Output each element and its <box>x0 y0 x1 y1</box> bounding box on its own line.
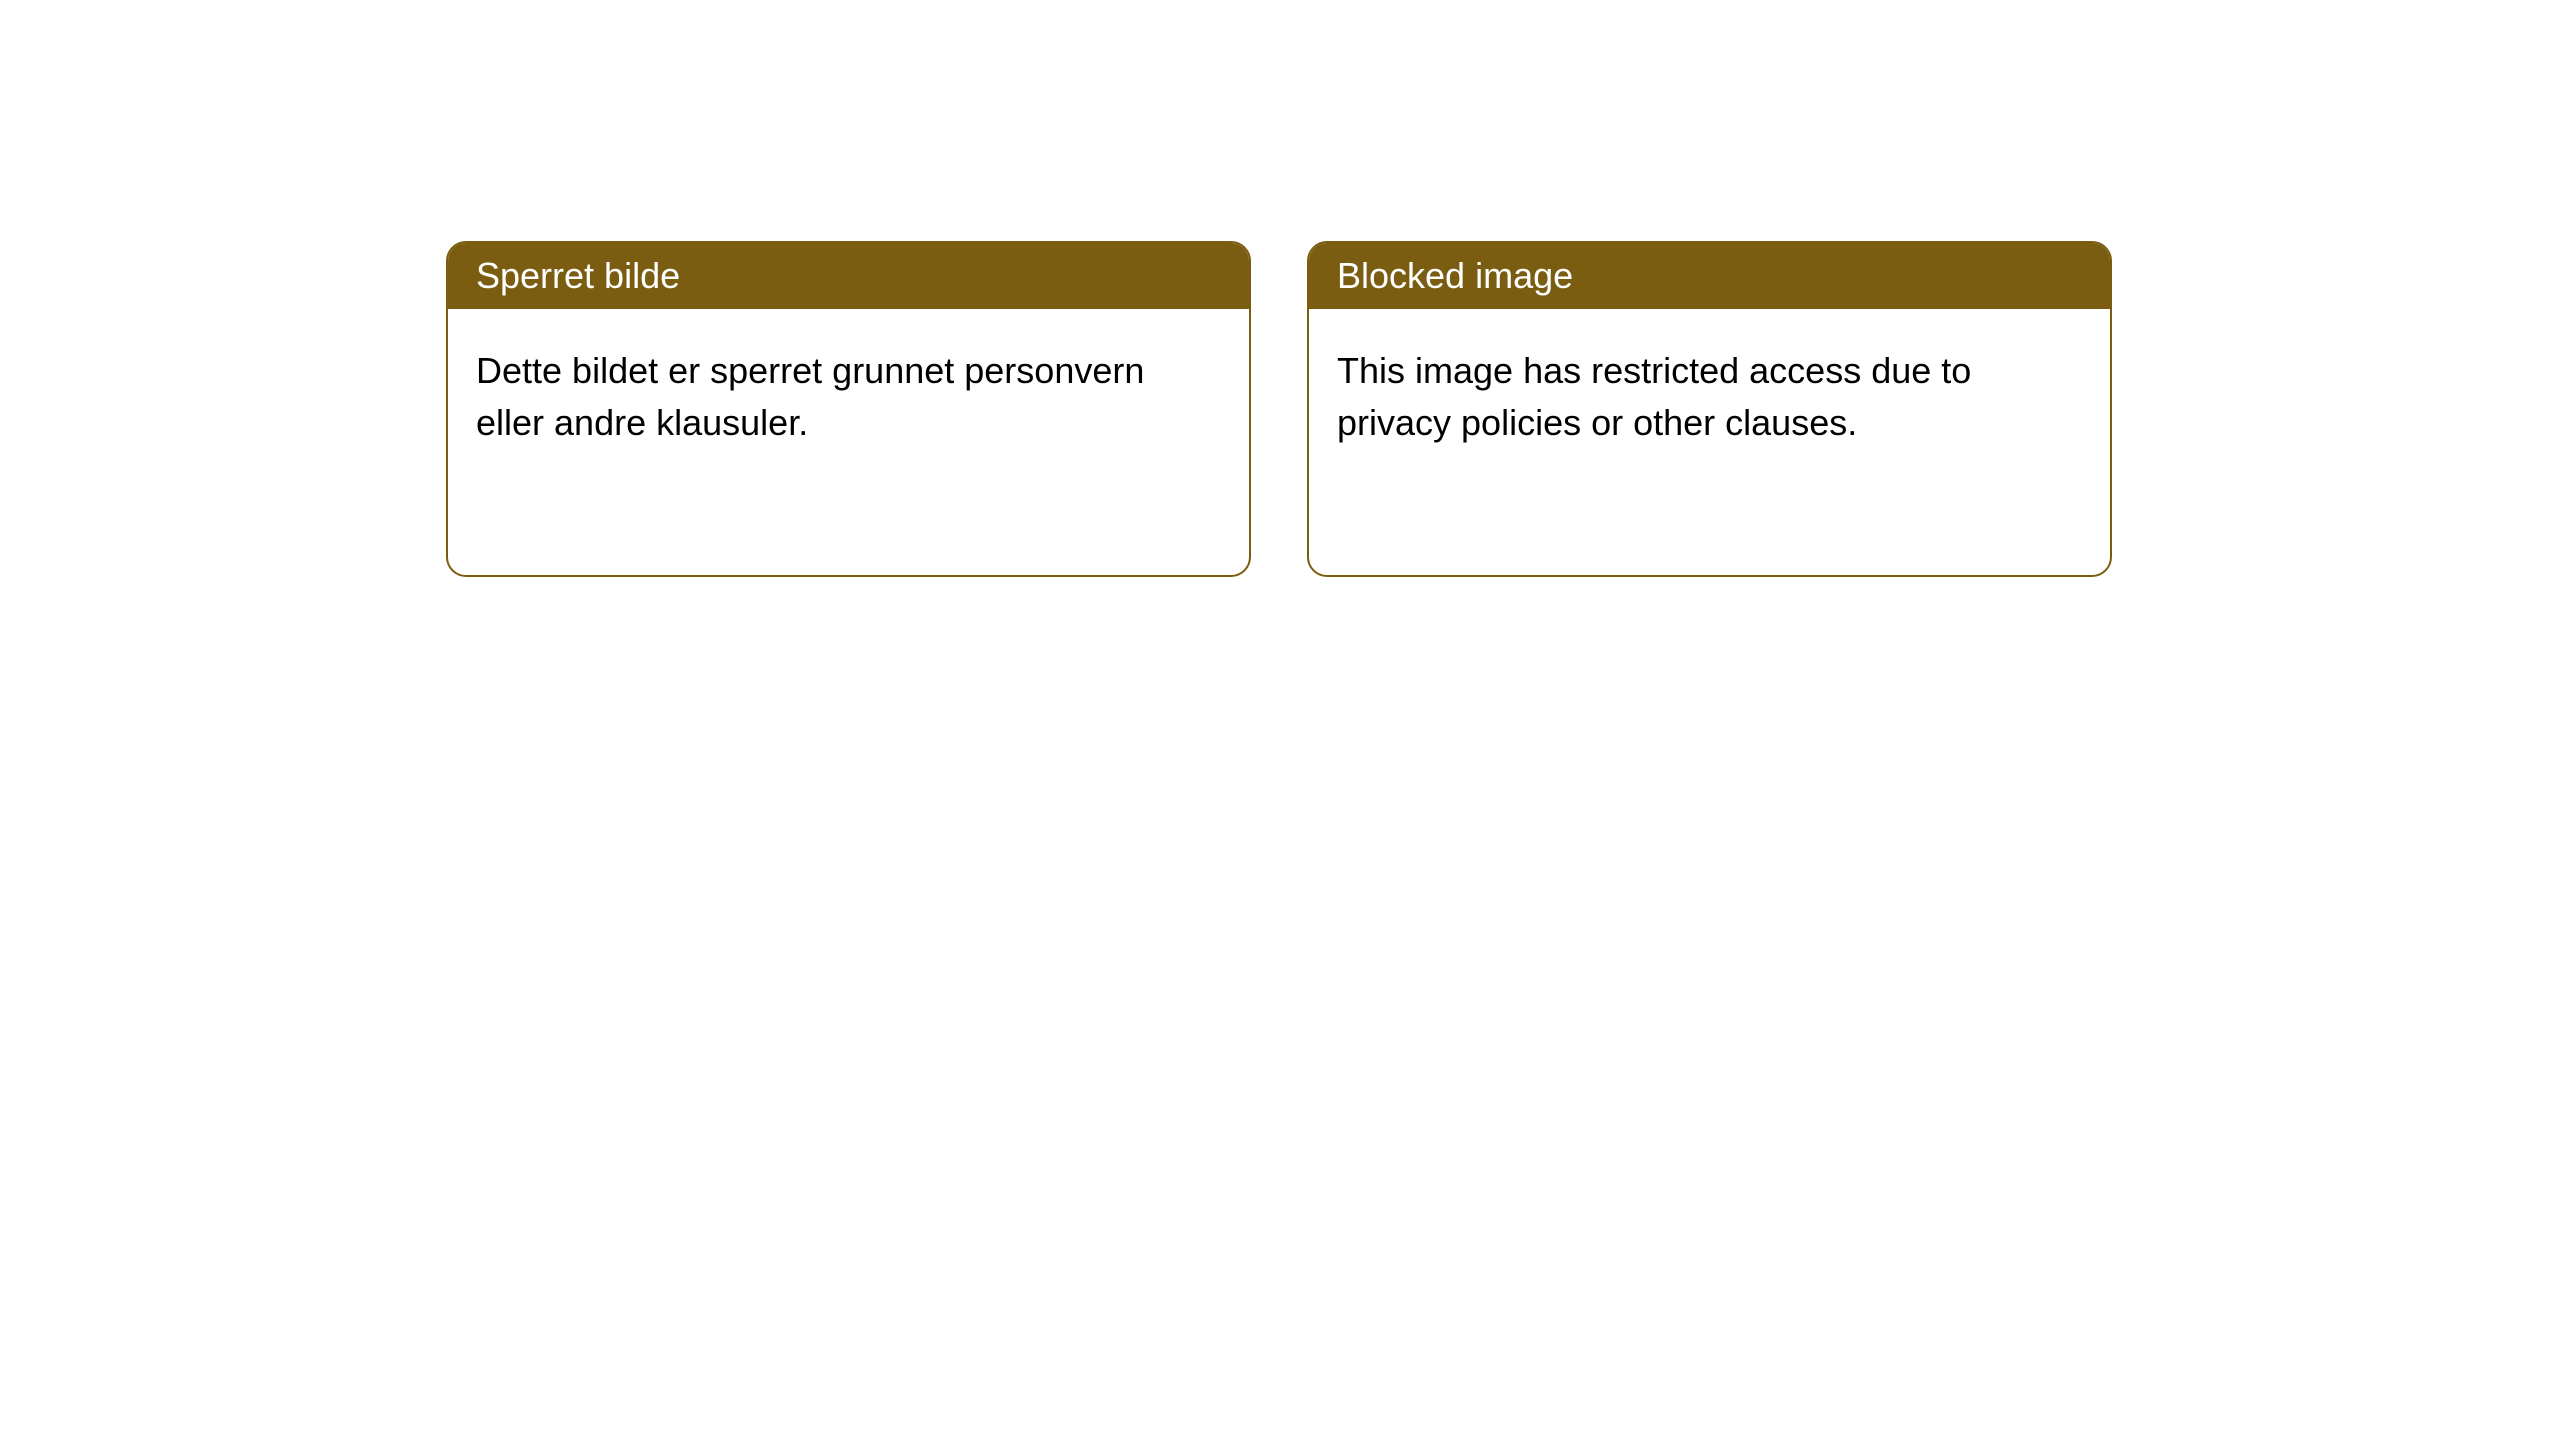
notice-body: This image has restricted access due to … <box>1309 309 2110 485</box>
notice-box-english: Blocked image This image has restricted … <box>1307 241 2112 577</box>
notice-header: Blocked image <box>1309 243 2110 309</box>
notice-header-text: Sperret bilde <box>476 255 680 296</box>
notice-header-text: Blocked image <box>1337 255 1573 296</box>
notices-container: Sperret bilde Dette bildet er sperret gr… <box>0 0 2560 577</box>
notice-header: Sperret bilde <box>448 243 1249 309</box>
notice-body: Dette bildet er sperret grunnet personve… <box>448 309 1249 485</box>
notice-box-norwegian: Sperret bilde Dette bildet er sperret gr… <box>446 241 1251 577</box>
notice-body-text: Dette bildet er sperret grunnet personve… <box>476 350 1144 443</box>
notice-body-text: This image has restricted access due to … <box>1337 350 1971 443</box>
